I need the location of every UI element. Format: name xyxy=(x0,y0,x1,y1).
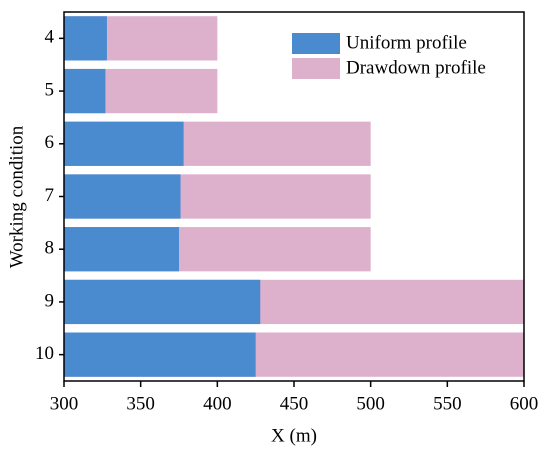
y-tick-label: 7 xyxy=(45,185,55,206)
y-tick-label: 6 xyxy=(45,132,55,153)
bar xyxy=(64,227,179,272)
y-axis-label: Working condition xyxy=(6,125,27,268)
x-tick-label: 350 xyxy=(126,393,155,414)
x-tick-label: 550 xyxy=(433,393,462,414)
bar xyxy=(64,121,184,166)
x-tick-label: 500 xyxy=(356,393,385,414)
x-tick-label: 600 xyxy=(510,393,539,414)
x-tick-label: 300 xyxy=(50,393,79,414)
y-tick-label: 10 xyxy=(35,343,54,364)
legend-swatch xyxy=(292,33,340,54)
y-tick-label: 8 xyxy=(45,238,55,259)
x-tick-label: 450 xyxy=(280,393,309,414)
x-axis-label: X (m) xyxy=(271,425,317,446)
y-tick-label: 4 xyxy=(45,27,55,48)
bar xyxy=(64,332,256,377)
y-tick-label: 5 xyxy=(45,79,55,100)
y-tick-label: 9 xyxy=(45,290,55,311)
bar xyxy=(64,16,107,61)
x-tick-label: 400 xyxy=(203,393,232,414)
plot-frame xyxy=(63,11,525,382)
bar xyxy=(64,68,106,114)
legend-label: Drawdown profile xyxy=(346,57,486,78)
bar xyxy=(64,279,261,325)
legend-label: Uniform profile xyxy=(346,32,467,53)
legend-swatch xyxy=(292,58,340,79)
bar xyxy=(64,174,181,219)
